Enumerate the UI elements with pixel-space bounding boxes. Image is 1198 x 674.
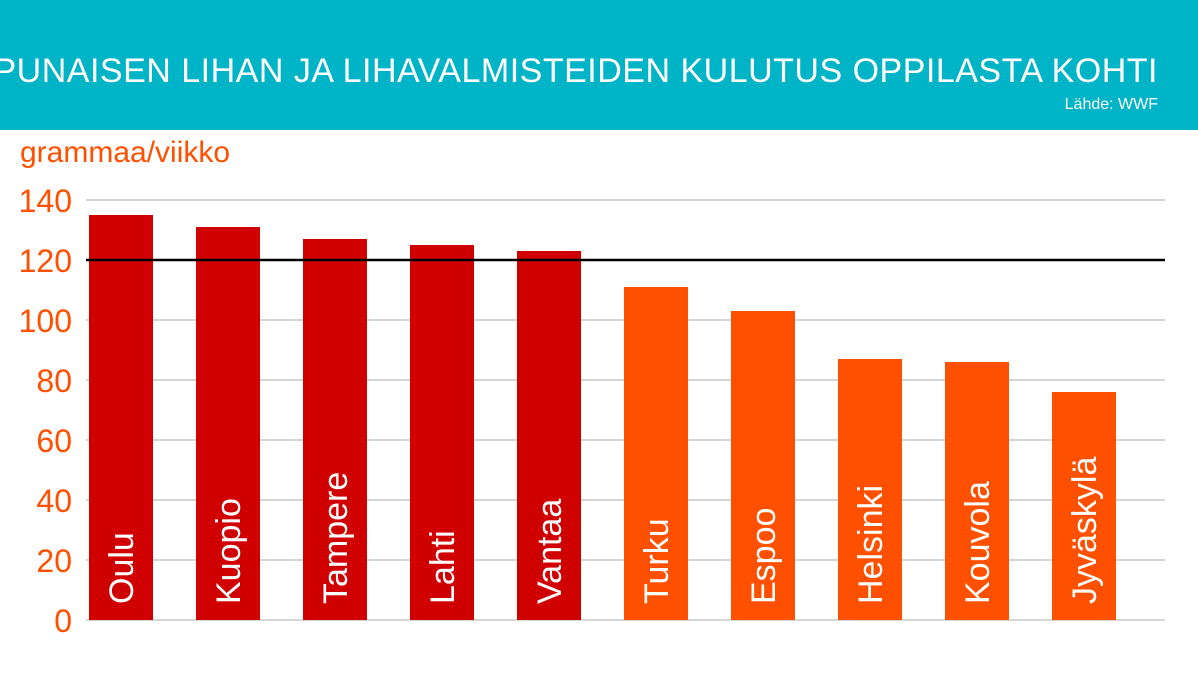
- bar-category-label: Kuopio: [210, 498, 248, 604]
- bar-category-label: Espoo: [745, 508, 783, 604]
- bar: [89, 215, 153, 620]
- chart-title: PUNAISEN LIHAN JA LIHAVALMISTEIDEN KULUT…: [0, 52, 1158, 90]
- bar-category-label: Turku: [638, 518, 676, 604]
- bar: [624, 287, 688, 620]
- bar-category-label: Kouvola: [959, 481, 997, 604]
- y-tick-label: 100: [19, 303, 72, 339]
- y-tick-layer: 0 20 40 60 80 100 120 140: [19, 183, 72, 639]
- y-tick-label: 40: [36, 483, 72, 519]
- y-tick-label: 60: [36, 423, 72, 459]
- y-tick-label: 140: [19, 183, 72, 219]
- bar-category-label: Vantaa: [531, 499, 569, 604]
- bar: [731, 311, 795, 620]
- bar: [1052, 392, 1116, 620]
- bar: [196, 227, 260, 620]
- y-tick-label: 80: [36, 363, 72, 399]
- bar: [517, 251, 581, 620]
- bar: [410, 245, 474, 620]
- bar-category-label: Lahti: [424, 530, 462, 604]
- bar-category-label: Oulu: [103, 532, 141, 604]
- bar-category-label: Jyväskylä: [1066, 457, 1104, 604]
- header-banner: PUNAISEN LIHAN JA LIHAVALMISTEIDEN KULUT…: [0, 0, 1198, 130]
- bar: [303, 239, 367, 620]
- source-label: Lähde: WWF: [1064, 96, 1158, 113]
- y-tick-label: 0: [54, 603, 72, 639]
- bar-category-label: Tampere: [317, 472, 355, 604]
- bar-layer: Oulu Kuopio Tampere Lahti Vantaa Turku Espoo He…: [89, 215, 1116, 620]
- y-tick-label: 20: [36, 543, 72, 579]
- y-tick-label: 120: [19, 243, 72, 279]
- y-axis-unit-label: grammaa/viikko: [20, 136, 231, 169]
- bar-category-label: Helsinki: [852, 485, 890, 604]
- bar: [945, 362, 1009, 620]
- bar: [838, 359, 902, 620]
